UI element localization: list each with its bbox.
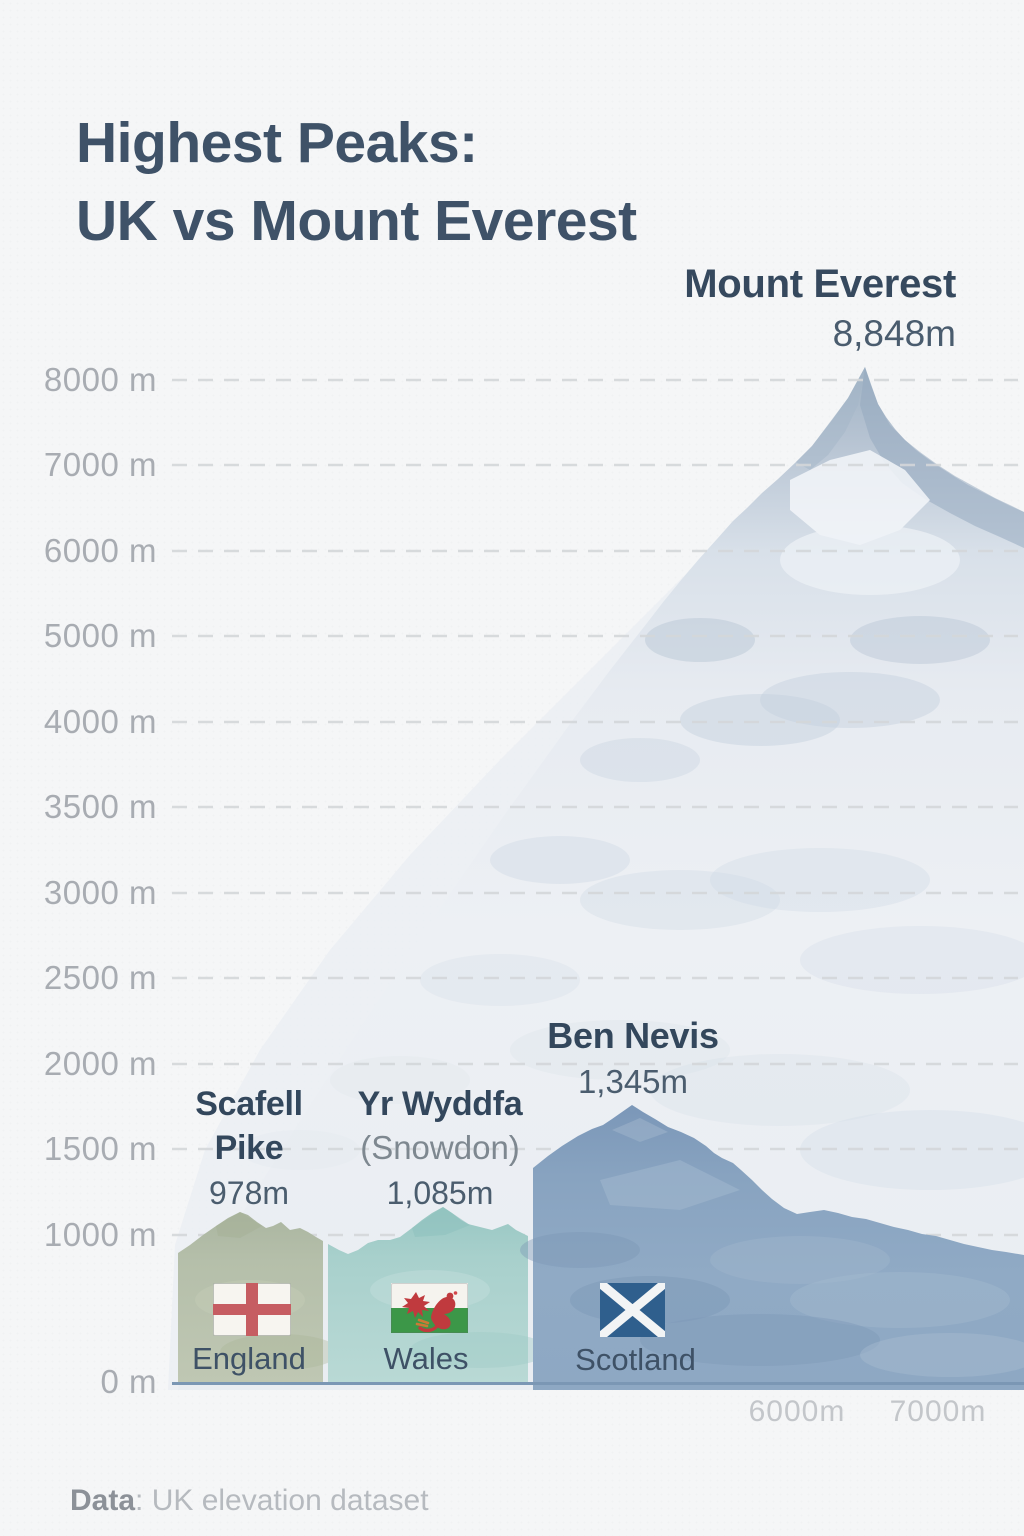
wales-flag-icon <box>391 1283 468 1333</box>
everest-left-summit-shade <box>796 367 865 470</box>
data-source-label: Data <box>70 1484 136 1517</box>
y-tick-2500: 2500 m <box>43 959 157 996</box>
everest-annotation: Mount Everest 8,848m <box>684 262 956 355</box>
wyddfa-name-line1: Yr Wyddfa <box>357 1085 523 1123</box>
everest-mountain <box>168 367 1024 1390</box>
y-tick-1500: 1500 m <box>43 1130 157 1167</box>
everest-name: Mount Everest <box>684 262 956 306</box>
scotland-label: Scotland <box>575 1342 696 1377</box>
scafell-name-line1: Scafell <box>195 1085 303 1123</box>
page-title-line1: Highest Peaks: <box>76 111 478 175</box>
wales-dragon <box>402 1291 458 1333</box>
everest-height: 8,848m <box>832 313 956 354</box>
wales-label: Wales <box>383 1341 469 1376</box>
y-tick-2000: 2000 m <box>43 1045 157 1082</box>
page-title: Highest Peaks: UK vs Mount Everest <box>76 104 776 260</box>
y-tick-6000: 6000 m <box>43 532 157 569</box>
data-source-text: : UK elevation dataset <box>135 1484 429 1517</box>
everest-silhouette <box>178 367 1024 1390</box>
y-tick-4000: 4000 m <box>43 703 157 740</box>
y-tick-1000: 1000 m <box>43 1216 157 1253</box>
x-tick-6000: 6000m <box>748 1395 846 1428</box>
everest-snowfield <box>790 450 930 545</box>
wyddfa-annotation: Yr Wyddfa (Snowdon) 1,085m <box>328 1082 552 1212</box>
england-label: England <box>192 1341 306 1376</box>
y-tick-3000: 3000 m <box>43 874 157 911</box>
y-tick-7000: 7000 m <box>43 446 157 483</box>
scafell-annotation: Scafell Pike 978m <box>139 1082 359 1212</box>
gridlines <box>172 378 1018 1237</box>
y-tick-0: 0 m <box>100 1363 157 1400</box>
bennevis-height: 1,345m <box>577 1063 689 1100</box>
y-tick-3500: 3500 m <box>43 788 157 825</box>
scafell-height: 978m <box>208 1175 290 1211</box>
page-title-line2: UK vs Mount Everest <box>76 189 637 253</box>
england-flag-icon <box>213 1283 291 1336</box>
y-tick-8000: 8000 m <box>43 361 157 398</box>
bennevis-annotation: Ben Nevis 1,345m <box>503 1014 763 1101</box>
y-tick-5000: 5000 m <box>43 617 157 654</box>
scotland-flag-icon <box>600 1283 665 1337</box>
scafell-name-line2: Pike <box>214 1129 284 1167</box>
wyddfa-name-line2: (Snowdon) <box>360 1129 520 1166</box>
bennevis-name: Ben Nevis <box>547 1015 719 1056</box>
everest-right-ridge-shade <box>860 367 1024 548</box>
data-source-note: Data: UK elevation dataset <box>70 1484 429 1518</box>
wyddfa-height: 1,085m <box>386 1175 494 1211</box>
x-tick-7000: 7000m <box>889 1395 987 1428</box>
